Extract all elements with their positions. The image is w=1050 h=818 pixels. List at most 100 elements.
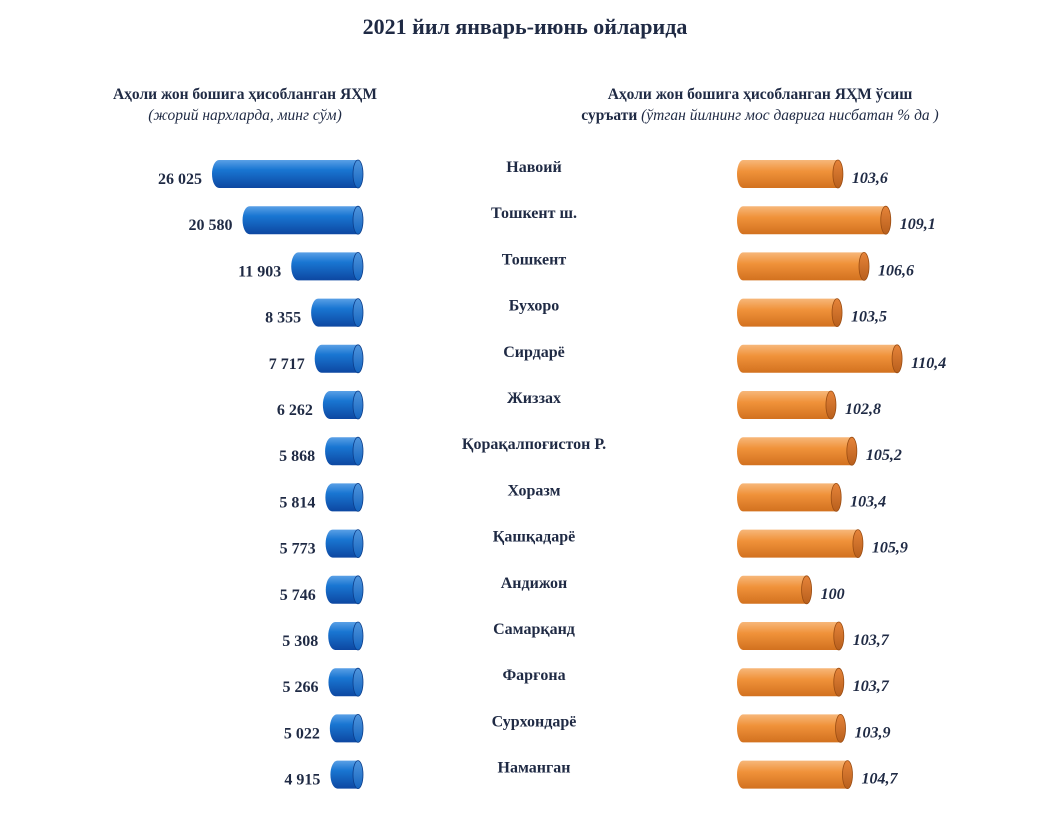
left-bar-body bbox=[322, 391, 358, 419]
chart-title: 2021 йил январь-июнь ойларида bbox=[362, 14, 688, 39]
right-bar-cap bbox=[833, 667, 845, 697]
left-value-label: 7 717 bbox=[269, 356, 305, 373]
left-bar-1 bbox=[242, 205, 364, 235]
right-bar-1 bbox=[737, 205, 892, 235]
left-bar-8 bbox=[325, 529, 364, 558]
left-value-label: 5 022 bbox=[284, 725, 320, 742]
left-value-label: 20 580 bbox=[189, 217, 233, 234]
left-bar-body bbox=[325, 529, 358, 558]
right-bar-body bbox=[737, 483, 837, 512]
left-bar-body bbox=[330, 760, 358, 789]
right-bar-body bbox=[737, 344, 898, 373]
category-label: Сирдарё bbox=[503, 344, 565, 361]
right-header-line1: Аҳоли жон бошига ҳисобланган ЯҲМ ўсиш bbox=[607, 86, 913, 103]
left-bar-5 bbox=[322, 390, 364, 420]
right-bar-cap bbox=[801, 575, 812, 605]
right-value-label: 106,6 bbox=[878, 262, 914, 279]
category-label: Фарғона bbox=[502, 667, 565, 684]
right-value-label: 103,7 bbox=[853, 632, 890, 649]
left-bar-cap bbox=[352, 298, 364, 328]
left-bar-body bbox=[328, 668, 358, 697]
right-bar-4 bbox=[737, 344, 903, 374]
right-value-label: 105,9 bbox=[872, 540, 908, 557]
right-bar-body bbox=[737, 391, 831, 419]
category-label: Хоразм bbox=[507, 482, 560, 499]
left-bar-6 bbox=[325, 436, 364, 466]
right-bar-5 bbox=[737, 390, 837, 420]
right-bar-cap bbox=[891, 344, 903, 374]
left-value-label: 5 773 bbox=[280, 541, 316, 558]
category-label: Қорақалпоғистон Р. bbox=[462, 436, 606, 453]
right-bar-body bbox=[737, 298, 838, 327]
left-bar-body bbox=[325, 437, 358, 466]
left-bar-7 bbox=[325, 482, 364, 512]
right-bar-body bbox=[737, 575, 807, 604]
left-bar-body bbox=[212, 160, 358, 188]
left-bar-cap bbox=[352, 390, 364, 420]
left-bar-cap bbox=[352, 575, 364, 605]
category-label: Наманган bbox=[498, 760, 571, 777]
category-label: Самарқанд bbox=[493, 621, 575, 638]
right-bar-body bbox=[737, 760, 848, 789]
left-value-label: 5 308 bbox=[282, 633, 318, 650]
left-bar-body bbox=[325, 483, 358, 512]
left-bar-cap bbox=[352, 667, 364, 697]
left-bar-10 bbox=[328, 621, 364, 651]
left-bar-body bbox=[311, 298, 358, 327]
right-bar-body bbox=[737, 206, 886, 235]
left-bar-2 bbox=[291, 251, 364, 281]
right-value-label: 110,4 bbox=[911, 355, 946, 372]
left-value-label: 5 266 bbox=[282, 679, 318, 696]
left-bar-cap bbox=[352, 251, 364, 281]
right-value-label: 103,7 bbox=[853, 678, 890, 695]
left-value-label: 26 025 bbox=[158, 171, 202, 188]
left-bar-12 bbox=[329, 714, 364, 743]
right-header-line2-italic: (ўтган йилнинг мос даврига нисбатан % да… bbox=[637, 107, 939, 124]
right-bar-8 bbox=[737, 529, 864, 558]
left-value-label: 6 262 bbox=[277, 402, 313, 419]
right-value-label: 109,1 bbox=[900, 216, 936, 233]
left-value-label: 11 903 bbox=[238, 263, 281, 280]
right-bar-10 bbox=[737, 621, 845, 651]
category-label: Тошкент ш. bbox=[491, 205, 577, 222]
left-value-label: 4 915 bbox=[284, 772, 320, 789]
right-bar-body bbox=[737, 714, 841, 743]
right-bar-6 bbox=[737, 436, 858, 466]
category-label: Тошкент bbox=[502, 251, 567, 268]
left-bar-11 bbox=[328, 667, 364, 697]
right-bar-body bbox=[737, 529, 858, 558]
left-value-label: 5 814 bbox=[279, 494, 315, 511]
left-value-label: 5 868 bbox=[279, 448, 315, 465]
right-bar-13 bbox=[737, 760, 853, 789]
right-bar-cap bbox=[833, 621, 845, 651]
left-bar-cap bbox=[352, 205, 364, 235]
left-bar-body bbox=[314, 344, 358, 373]
right-bar-body bbox=[737, 668, 839, 697]
right-bar-3 bbox=[737, 298, 843, 328]
right-chart-header: Аҳоли жон бошига ҳисобланган ЯҲМ ўсиш су… bbox=[500, 84, 1020, 126]
left-value-label: 5 746 bbox=[280, 587, 316, 604]
left-bar-cap bbox=[352, 436, 364, 466]
right-bar-2 bbox=[737, 251, 870, 281]
right-value-label: 100 bbox=[821, 586, 845, 603]
left-bar-body bbox=[328, 622, 358, 650]
right-bar-7 bbox=[737, 482, 842, 512]
right-bar-body bbox=[737, 622, 839, 650]
right-value-label: 103,5 bbox=[851, 309, 887, 326]
left-bar-cap bbox=[352, 159, 364, 189]
left-bar-cap bbox=[352, 714, 364, 743]
right-bar-cap bbox=[831, 298, 843, 328]
right-bar-body bbox=[737, 437, 852, 466]
left-chart-header: Аҳоли жон бошига ҳисобланган ЯҲМ (жорий … bbox=[60, 84, 430, 126]
right-bar-12 bbox=[737, 714, 846, 743]
right-bar-11 bbox=[737, 667, 845, 697]
right-header-line2-bold: суръати bbox=[581, 107, 638, 124]
left-bar-13 bbox=[330, 760, 364, 789]
left-bar-body bbox=[291, 252, 358, 281]
category-label: Сурхондарё bbox=[492, 713, 577, 730]
left-bar-body bbox=[325, 575, 358, 604]
category-label: Андижон bbox=[501, 575, 568, 592]
right-bar-9 bbox=[737, 575, 812, 605]
right-bar-0 bbox=[737, 159, 844, 189]
